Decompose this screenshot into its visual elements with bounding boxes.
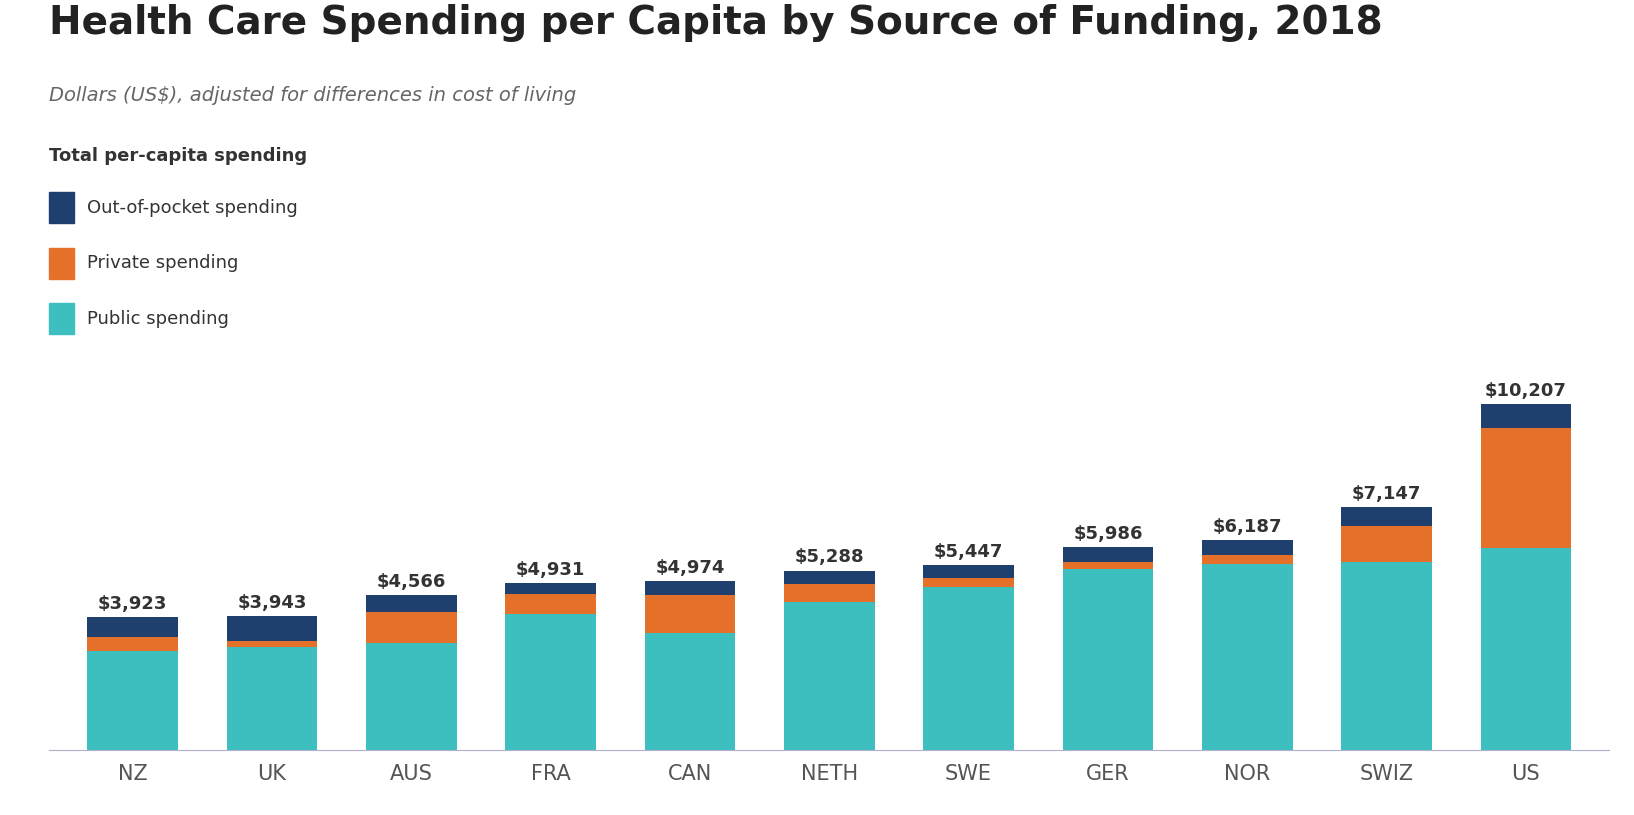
- Text: $7,147: $7,147: [1351, 486, 1422, 504]
- Bar: [1062, 569, 1154, 750]
- Bar: [505, 615, 596, 750]
- Text: Public spending: Public spending: [87, 310, 229, 328]
- Text: $4,974: $4,974: [655, 559, 724, 577]
- Bar: [505, 594, 596, 615]
- Bar: [227, 641, 317, 647]
- Bar: [645, 581, 735, 595]
- Bar: [784, 602, 874, 750]
- Bar: [1342, 562, 1431, 750]
- Bar: [1062, 547, 1154, 562]
- Bar: [227, 616, 317, 641]
- Text: $10,207: $10,207: [1485, 381, 1567, 399]
- Bar: [1480, 403, 1572, 428]
- Text: Dollars (US$), adjusted for differences in cost of living: Dollars (US$), adjusted for differences …: [49, 86, 577, 104]
- Bar: [923, 588, 1013, 750]
- Bar: [505, 583, 596, 594]
- Bar: [923, 578, 1013, 588]
- Bar: [87, 617, 178, 637]
- Text: Out-of-pocket spending: Out-of-pocket spending: [87, 199, 297, 217]
- Bar: [645, 633, 735, 750]
- Bar: [784, 570, 874, 584]
- Text: $3,923: $3,923: [98, 595, 167, 613]
- Bar: [87, 651, 178, 750]
- Bar: [784, 584, 874, 602]
- Text: $3,943: $3,943: [237, 594, 307, 612]
- Bar: [923, 565, 1013, 578]
- Bar: [645, 595, 735, 633]
- Bar: [366, 643, 456, 750]
- Text: $4,566: $4,566: [376, 573, 446, 591]
- Bar: [1062, 562, 1154, 569]
- Text: $4,931: $4,931: [516, 561, 585, 579]
- Bar: [227, 647, 317, 750]
- Text: Private spending: Private spending: [87, 254, 239, 272]
- Text: $5,447: $5,447: [935, 543, 1003, 561]
- Bar: [1203, 540, 1292, 555]
- Bar: [87, 637, 178, 651]
- Text: $5,288: $5,288: [794, 548, 864, 566]
- Bar: [1342, 508, 1431, 526]
- Bar: [366, 613, 456, 643]
- Text: $6,187: $6,187: [1212, 518, 1283, 536]
- Bar: [1203, 555, 1292, 564]
- Bar: [1203, 564, 1292, 750]
- Bar: [1480, 548, 1572, 750]
- Bar: [1342, 526, 1431, 562]
- Bar: [366, 595, 456, 613]
- Text: Total per-capita spending: Total per-capita spending: [49, 147, 307, 165]
- Text: $5,986: $5,986: [1074, 525, 1142, 543]
- Text: Health Care Spending per Capita by Source of Funding, 2018: Health Care Spending per Capita by Sourc…: [49, 4, 1382, 42]
- Bar: [1480, 428, 1572, 548]
